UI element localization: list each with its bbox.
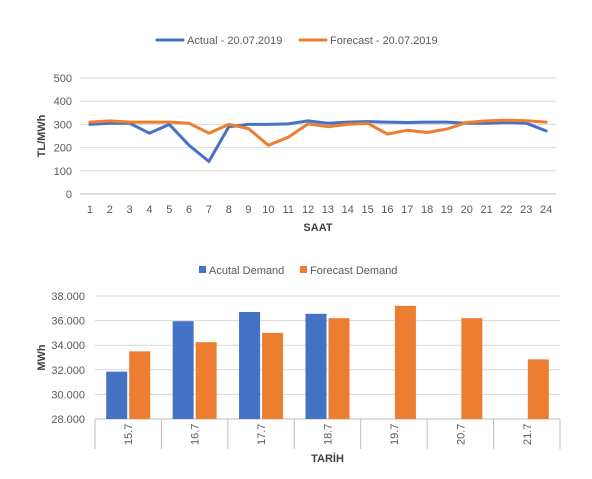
x-tick-label: 9 — [246, 204, 252, 216]
x-tick-label: 3 — [127, 204, 133, 216]
y-tick-label: 34.000 — [51, 340, 85, 352]
y-tick-label: 400 — [54, 96, 72, 108]
bar-chart-legend: Acutal Demand Forecast Demand — [199, 265, 397, 277]
bar-forecast-demand — [262, 332, 284, 419]
x-tick-label: 19 — [441, 204, 453, 216]
x-tick-label: 10 — [262, 204, 274, 216]
legend-label: Forecast Demand — [310, 265, 397, 277]
bar-actual-demand — [305, 313, 327, 419]
bar-chart-y-axis-label: MWh — [36, 344, 48, 371]
legend-label: Actual - 20.07.2019 — [187, 35, 282, 47]
bar-forecast-demand — [129, 351, 151, 419]
y-tick-label: 300 — [54, 119, 72, 131]
y-tick-label: 28.000 — [51, 414, 85, 426]
x-tick-label: 16.7 — [190, 424, 202, 445]
y-tick-label: 36.000 — [51, 316, 85, 328]
x-tick-label: 6 — [186, 204, 192, 216]
series-line-actual — [88, 119, 548, 163]
bar-chart-bars — [106, 305, 549, 419]
line-chart-x-ticks: 1 2 3 4 5 6 7 8 9 10 11 12 13 14 15 16 17 18 19 20 21 22 23 24 — [87, 204, 552, 216]
bar-forecast-demand — [328, 318, 350, 419]
x-tick-label: 18 — [421, 204, 433, 216]
line-chart-x-axis-label: SAAT — [303, 222, 332, 234]
bar-forecast-demand — [527, 359, 549, 419]
x-tick-label: 5 — [166, 204, 172, 216]
line-chart-legend: Actual - 20.07.2019 Forecast - 20.07.2019 — [155, 35, 438, 47]
bar-actual-demand — [239, 311, 261, 419]
legend-label: Forecast - 20.07.2019 — [330, 35, 438, 47]
bar-chart-gridlines — [94, 295, 561, 449]
line-chart-series — [88, 118, 548, 163]
x-tick-label: 21 — [480, 204, 492, 216]
x-tick-label: 20.7 — [455, 424, 467, 445]
bar-forecast-demand — [394, 305, 416, 419]
legend-swatch — [300, 266, 307, 273]
bar-chart: Acutal Demand Forecast Demand 28.000 30.00… — [36, 265, 561, 465]
y-tick-label: 100 — [54, 166, 72, 178]
x-tick-label: 15.7 — [123, 424, 135, 445]
x-tick-label: 17.7 — [256, 424, 268, 445]
y-tick-label: 500 — [54, 73, 72, 85]
y-tick-label: 200 — [54, 143, 72, 155]
line-chart: Actual - 20.07.2019 Forecast - 20.07.2019… — [36, 35, 556, 234]
x-tick-label: 7 — [206, 204, 212, 216]
bar-chart-x-axis-label: TARİH — [311, 452, 344, 465]
y-tick-label: 38.000 — [51, 291, 85, 303]
x-tick-label: 24 — [540, 204, 552, 216]
x-tick-label: 8 — [226, 204, 232, 216]
x-tick-label: 18.7 — [323, 424, 335, 445]
y-tick-label: 32.000 — [51, 365, 85, 377]
x-tick-label: 4 — [146, 204, 152, 216]
x-tick-label: 1 — [87, 204, 93, 216]
x-tick-label: 16 — [381, 204, 393, 216]
x-tick-label: 22 — [500, 204, 512, 216]
x-tick-label: 12 — [302, 204, 314, 216]
y-tick-label: 0 — [66, 189, 72, 201]
x-tick-label: 14 — [342, 204, 354, 216]
x-tick-label: 23 — [520, 204, 532, 216]
bar-chart-y-ticks: 28.000 30.000 32.000 34.000 36.000 38.000 — [51, 291, 85, 426]
x-tick-label: 19.7 — [389, 424, 401, 445]
bar-actual-demand — [172, 321, 194, 419]
bar-actual-demand — [106, 371, 128, 419]
bar-forecast-demand — [195, 342, 217, 419]
line-chart-y-ticks: 0 100 200 300 400 500 — [54, 73, 72, 201]
x-tick-label: 11 — [283, 204, 294, 216]
x-tick-label: 20 — [461, 204, 473, 216]
x-tick-label: 13 — [322, 204, 334, 216]
legend-swatch — [199, 266, 206, 273]
series-line-forecast — [88, 118, 548, 147]
x-tick-label: 17 — [401, 204, 413, 216]
line-chart-y-axis-label: TL/MWh — [36, 114, 48, 157]
x-tick-label: 2 — [107, 204, 113, 216]
bar-forecast-demand — [461, 318, 483, 419]
x-tick-label: 21.7 — [522, 424, 534, 445]
x-tick-label: 15 — [361, 204, 373, 216]
legend-label: Acutal Demand — [209, 265, 284, 277]
bar-chart-x-ticks: 15.7 16.7 17.7 18.7 19.7 20.7 21.7 — [123, 424, 534, 445]
y-tick-label: 30.000 — [51, 389, 85, 401]
line-chart-gridlines — [80, 77, 556, 195]
